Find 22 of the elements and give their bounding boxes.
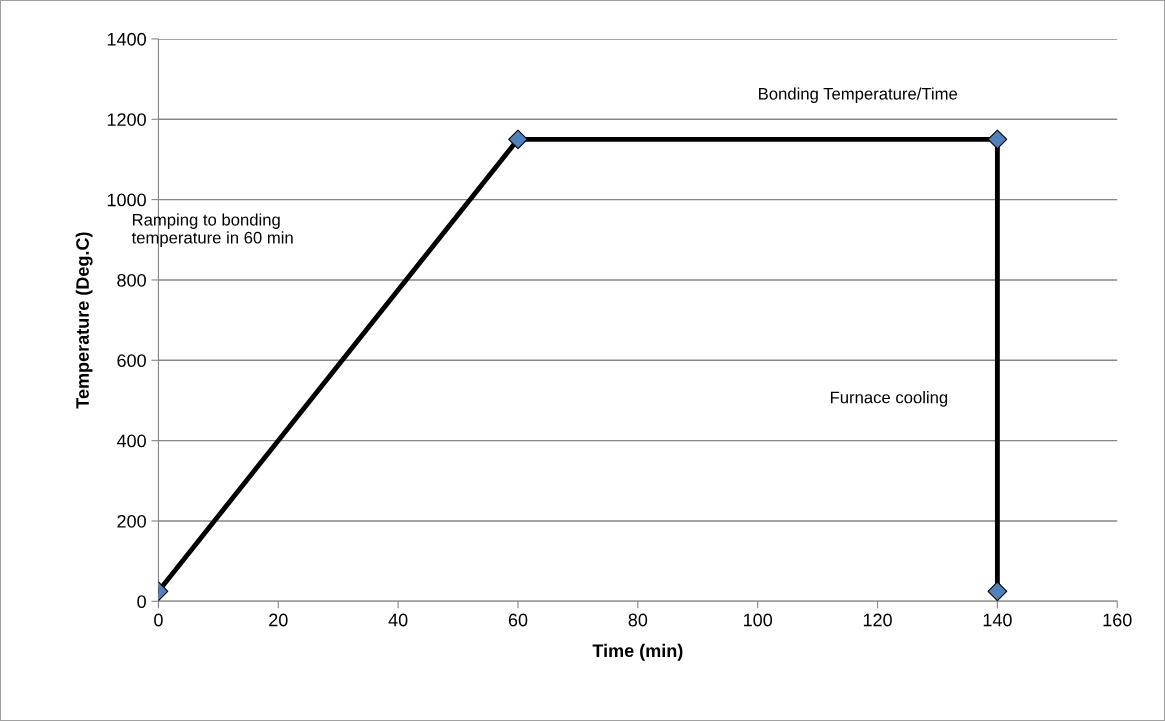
x-axis-title: Time (min) [592, 643, 683, 661]
x-tick-label: 0 [154, 613, 163, 627]
y-tick-label: 400 [116, 434, 146, 448]
x-tick-label: 160 [1103, 613, 1132, 627]
y-tick-label: 800 [117, 273, 146, 287]
y-tick-label: 1000 [107, 193, 146, 207]
annotation: Bonding Temperature/Time [759, 87, 958, 103]
y-tick-label: 600 [117, 354, 146, 368]
x-tick-label: 40 [388, 613, 408, 627]
y-tick-label: 1200 [107, 113, 146, 126]
x-tick-label: 80 [628, 613, 648, 627]
y-axis-title: Temperature (Deg.C) [75, 232, 93, 409]
x-tick-label: 140 [983, 613, 1012, 627]
y-tick-label: 200 [117, 514, 146, 528]
annotation: Furnace cooling [830, 391, 948, 407]
x-tick-label: 60 [508, 613, 528, 627]
x-tick-label: 20 [269, 613, 288, 627]
x-tick-label: 120 [863, 613, 892, 627]
y-tick-label: 1400 [107, 32, 146, 46]
x-tick-label: 100 [744, 613, 773, 627]
y-tick-label: 0 [137, 595, 146, 609]
annotation: Ramping to bonding temperature in 60 min [131, 213, 293, 247]
